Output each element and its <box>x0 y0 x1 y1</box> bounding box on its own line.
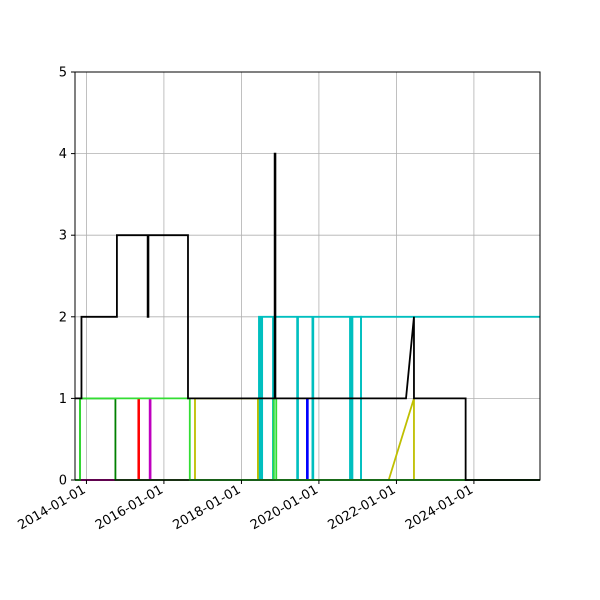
x-tick-label: 2024-01-01 <box>403 482 476 533</box>
x-tick-label: 2020-01-01 <box>248 482 321 533</box>
series-line <box>75 152 540 481</box>
y-tick-label: 2 <box>59 310 67 325</box>
x-tick-label: 2016-01-01 <box>93 482 166 533</box>
plot-frame <box>74 71 541 481</box>
y-tick-label: 4 <box>59 147 67 162</box>
x-tick-label: 2022-01-01 <box>326 482 399 533</box>
y-tick-label: 1 <box>59 392 67 407</box>
x-tick-label: 2014-01-01 <box>16 482 89 533</box>
series-line <box>360 315 540 480</box>
y-tick-label: 3 <box>59 229 67 244</box>
y-tick-label: 5 <box>59 66 67 81</box>
x-tick-label: 2018-01-01 <box>171 482 244 533</box>
y-tick-label: 0 <box>59 474 67 489</box>
